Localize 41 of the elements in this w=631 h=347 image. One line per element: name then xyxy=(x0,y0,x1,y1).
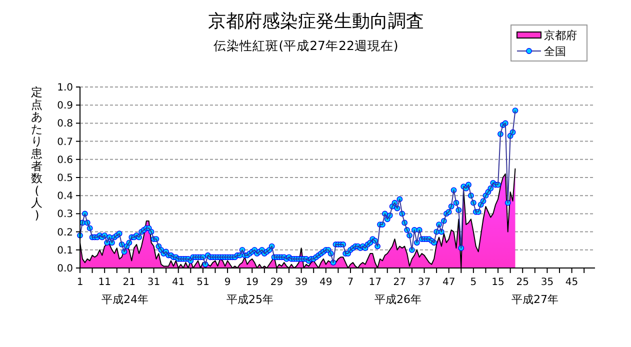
x-tick-label: 45 xyxy=(565,277,578,288)
y-tick-label: 0.7 xyxy=(57,136,73,148)
x-tick-label: 11 xyxy=(98,277,111,288)
x-tick-label: 21 xyxy=(122,277,136,288)
x-tick-label: 9 xyxy=(224,277,231,288)
x-tick-label: 49 xyxy=(320,277,332,288)
legend-label: 京都府 xyxy=(544,29,577,42)
x-tick-label: 35 xyxy=(540,277,554,288)
y-tick-label: 0.9 xyxy=(57,100,73,112)
x-tick-label: 37 xyxy=(418,277,431,288)
y-tick-label: 1.0 xyxy=(57,82,73,94)
x-tick-label: 27 xyxy=(393,277,406,288)
y-tick-label: 0.0 xyxy=(57,264,73,274)
chart-subtitle: 伝染性紅斑(平成27年22週現在) xyxy=(214,38,398,53)
y-tick-label: 0.6 xyxy=(57,154,73,166)
y-tick-label: 0.5 xyxy=(57,173,73,184)
x-tick-label: 41 xyxy=(172,277,185,288)
x-tick-label: 47 xyxy=(442,277,456,288)
y-tick-label: 0.8 xyxy=(57,118,73,130)
x-tick-label: 17 xyxy=(368,277,382,288)
text: 定点あたり患者数(人) xyxy=(31,85,43,222)
x-tick-label: 7 xyxy=(347,277,354,288)
chart-title: 京都府感染症発生動向調査 xyxy=(208,11,424,32)
text: 平成27年 xyxy=(512,293,558,306)
y-tick-label: 0.4 xyxy=(57,191,73,202)
text: 平成24年 xyxy=(102,293,148,306)
y-tick-label: 0.2 xyxy=(57,227,73,238)
x-tick-label: 31 xyxy=(147,277,160,288)
x-tick-label: 19 xyxy=(246,277,258,288)
x-tick-label: 51 xyxy=(196,277,210,288)
x-tick-label: 39 xyxy=(294,277,308,288)
y-tick-label: 0.3 xyxy=(57,209,73,220)
text: 平成25年 xyxy=(226,293,274,306)
legend-label: 全国 xyxy=(544,45,566,58)
x-tick-label: 15 xyxy=(492,277,504,288)
x-tick-label: 1 xyxy=(76,277,84,288)
x-tick-label: 25 xyxy=(516,277,529,288)
y-tick-label: 0.1 xyxy=(57,245,73,256)
x-tick-label: 5 xyxy=(470,277,477,288)
x-tick-label: 29 xyxy=(270,277,284,288)
text: 平成26年 xyxy=(374,293,422,306)
